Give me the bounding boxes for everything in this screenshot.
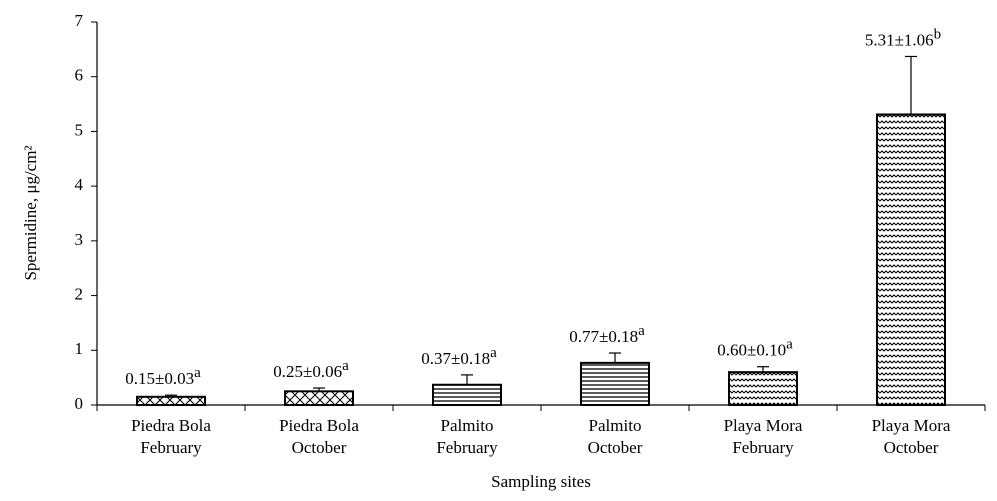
significance-letter: a [342, 358, 349, 374]
y-tick-label: 2 [75, 284, 84, 303]
value-label: 0.25±0.06a [273, 358, 349, 380]
value-label: 0.15±0.03a [125, 366, 201, 388]
bar [136, 395, 206, 406]
x-tick-label: February [436, 438, 498, 457]
significance-letter: a [786, 337, 793, 353]
x-tick-label: October [588, 438, 643, 457]
x-tick-label: Palmito [589, 416, 642, 435]
y-tick-label: 4 [75, 175, 84, 194]
value-label: 5.31±1.06b [865, 27, 941, 49]
y-tick-label: 6 [75, 66, 84, 85]
value-label-text: 0.37±0.18 [421, 349, 490, 368]
value-label-text: 0.60±0.10 [717, 341, 786, 360]
significance-letter: a [638, 323, 645, 339]
value-label: 0.77±0.18a [569, 323, 645, 345]
y-tick-label: 7 [75, 11, 84, 30]
value-label: 0.60±0.10a [717, 337, 793, 359]
y-tick-label: 3 [75, 230, 84, 249]
x-tick-label: Playa Mora [872, 416, 951, 435]
significance-letter: b [934, 27, 942, 43]
x-tick-label: Palmito [441, 416, 494, 435]
value-label: 0.37±0.18a [421, 345, 497, 367]
y-tick-label: 5 [75, 120, 84, 139]
y-tick-label: 0 [75, 394, 84, 413]
value-label-text: 0.77±0.18 [569, 327, 638, 346]
x-tick-label: Playa Mora [724, 416, 803, 435]
value-label-text: 0.15±0.03 [125, 369, 194, 388]
bar [284, 390, 354, 407]
bar [432, 383, 502, 406]
x-tick-label: Piedra Bola [131, 416, 211, 435]
significance-letter: a [490, 345, 497, 361]
x-tick-label: Piedra Bola [279, 416, 359, 435]
y-tick-label: 1 [75, 339, 84, 358]
x-tick-label: October [884, 438, 939, 457]
value-label-text: 5.31±1.06 [865, 30, 934, 49]
x-tick-label: February [732, 438, 794, 457]
significance-letter: a [194, 366, 201, 382]
bar [580, 361, 650, 406]
bar [728, 371, 798, 406]
x-tick-label: October [292, 438, 347, 457]
bar [876, 113, 946, 407]
y-axis-title: Spermidine, μg/cm² [21, 145, 40, 280]
x-tick-label: February [140, 438, 202, 457]
x-axis-title: Sampling sites [491, 472, 591, 491]
value-label-text: 0.25±0.06 [273, 362, 342, 381]
